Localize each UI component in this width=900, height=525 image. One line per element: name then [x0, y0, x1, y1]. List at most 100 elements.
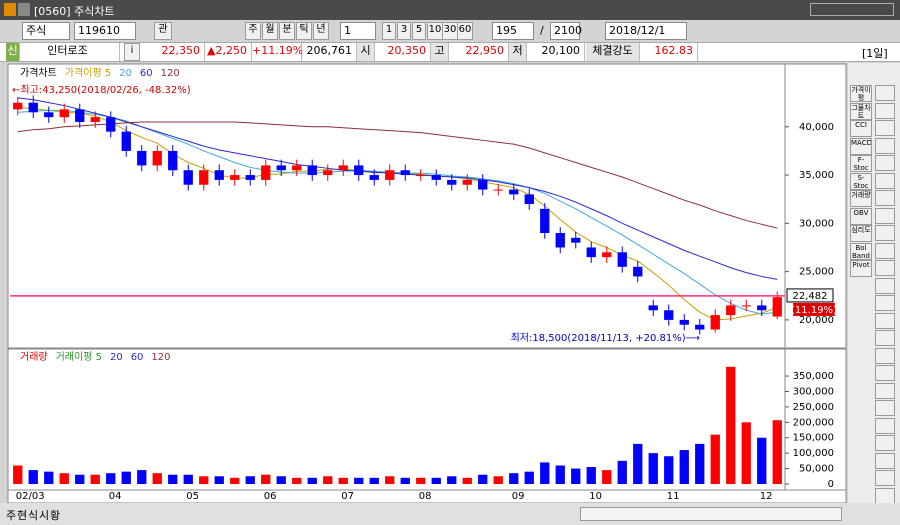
bottom-tab[interactable]: 황 [50, 509, 61, 522]
tool-icon[interactable] [875, 312, 895, 329]
info-button[interactable]: i [124, 43, 140, 61]
indicator-button[interactable]: MACD [850, 137, 872, 155]
title-bar: [0560] 주식차트 [0, 0, 900, 20]
indicator-button[interactable]: Pivot [850, 260, 872, 277]
price-label-box [786, 288, 834, 303]
volume-bar [540, 462, 550, 484]
volume-bar [338, 477, 348, 484]
change: ▲2,250 [205, 43, 252, 61]
bottom-tab[interactable]: 현 [17, 509, 28, 522]
candle-body [602, 252, 612, 258]
tool-icon[interactable] [875, 452, 895, 469]
tool-icon[interactable] [875, 277, 895, 294]
tool-icon[interactable] [875, 155, 895, 171]
indicator-button[interactable]: 거래량 [850, 190, 872, 207]
volume-bar [555, 465, 565, 484]
tool-icon[interactable] [875, 365, 895, 381]
tool-icon[interactable] [875, 172, 895, 189]
help-icon[interactable] [18, 3, 30, 16]
y-tick-label: 300,000 [793, 386, 834, 397]
candle-body [509, 189, 519, 195]
code-input[interactable]: 119610 [74, 22, 136, 40]
tool-icon[interactable] [875, 435, 895, 451]
tool-icon[interactable] [875, 347, 895, 364]
tool-icon[interactable] [875, 400, 895, 416]
candle-body [617, 252, 627, 267]
volume-bar [431, 477, 441, 484]
interval-button[interactable]: 10 [427, 22, 443, 40]
period-button[interactable]: 분 [279, 22, 295, 40]
tool-icon[interactable] [875, 295, 895, 311]
interval-select[interactable]: 1 [340, 22, 376, 40]
candle-body [772, 297, 782, 317]
tool-icon[interactable] [875, 120, 895, 136]
interval-button[interactable]: 30 [442, 22, 458, 40]
count-input[interactable]: 195 [492, 22, 534, 40]
candle-body [478, 179, 488, 190]
tool-icon[interactable] [875, 207, 895, 224]
tool-icon[interactable] [875, 225, 895, 241]
volume-bar [44, 471, 54, 484]
total-input[interactable]: 2100 [550, 22, 582, 40]
period-button[interactable]: 년 [313, 22, 329, 40]
candle-body [555, 233, 565, 248]
tool-icon[interactable] [875, 330, 895, 346]
tool-icon[interactable] [875, 190, 895, 206]
candle-body [695, 324, 705, 330]
annotation: 최저:18,500(2018/11/13, +20.81%)⟶ [511, 332, 700, 344]
tool-icon[interactable] [875, 137, 895, 154]
volume-bar [400, 477, 410, 484]
interval-button[interactable]: 3 [397, 22, 411, 40]
indicator-button[interactable]: 가격이평 [850, 85, 872, 102]
tool-icon[interactable] [875, 382, 895, 399]
high: 22,950 [449, 43, 509, 61]
bottom-tab[interactable]: 시 [39, 509, 50, 522]
legend-entry: 20 [119, 68, 132, 79]
stock-name: 인터로조 [20, 43, 120, 61]
interval-button[interactable]: 5 [412, 22, 426, 40]
volume-bar [586, 467, 596, 484]
period-button[interactable]: 주 [245, 22, 261, 40]
interval-button[interactable]: 1 [382, 22, 396, 40]
indicator-button[interactable]: F-Stoc [850, 155, 872, 172]
period-button[interactable]: 월 [262, 22, 278, 40]
bottom-tab[interactable]: 식 [28, 509, 39, 522]
indicator-button[interactable]: 그물차트 [850, 102, 872, 120]
indicator-button[interactable]: S-Stoc [850, 172, 872, 190]
market-select[interactable]: 주식 [22, 22, 70, 40]
ma-line [17, 121, 778, 229]
candle-body [710, 315, 720, 330]
volume-bar [462, 477, 472, 484]
indicator-button[interactable]: Bol Band [850, 242, 872, 260]
indicator-button[interactable]: 심리도 [850, 225, 872, 242]
candle-body [292, 165, 302, 171]
date-input[interactable]: 2018/12/1 [605, 22, 687, 40]
tool-icon[interactable] [875, 102, 895, 119]
volume-bar [276, 476, 286, 484]
indicator-button[interactable]: OBV [850, 207, 872, 225]
volume-bar [571, 468, 581, 484]
volume-bar [524, 471, 534, 484]
tool-icon[interactable] [875, 487, 895, 504]
period-button[interactable]: 틱 [296, 22, 312, 40]
tool-icon[interactable] [875, 85, 895, 101]
tool-icon[interactable] [875, 260, 895, 276]
candle-body [106, 117, 116, 132]
legend-entry: 120 [151, 352, 170, 363]
x-tick-label: 07 [341, 491, 354, 502]
tool-icon[interactable] [875, 470, 895, 486]
legend-entry: 20 [110, 352, 123, 363]
tool-icon[interactable] [875, 242, 895, 259]
candle-body [633, 266, 643, 277]
tool-icon[interactable] [875, 417, 895, 434]
interval-button[interactable]: 60 [457, 22, 473, 40]
indicator-button[interactable]: CCI [850, 120, 872, 137]
y-tick-label: 20,000 [799, 315, 834, 326]
window-controls[interactable] [810, 3, 894, 16]
watch-button[interactable]: 관 [154, 22, 172, 40]
bottom-tab[interactable]: 주 [6, 509, 17, 522]
scrollbar[interactable] [580, 507, 842, 521]
volume-bar [478, 474, 488, 484]
volume-bar [493, 476, 503, 484]
